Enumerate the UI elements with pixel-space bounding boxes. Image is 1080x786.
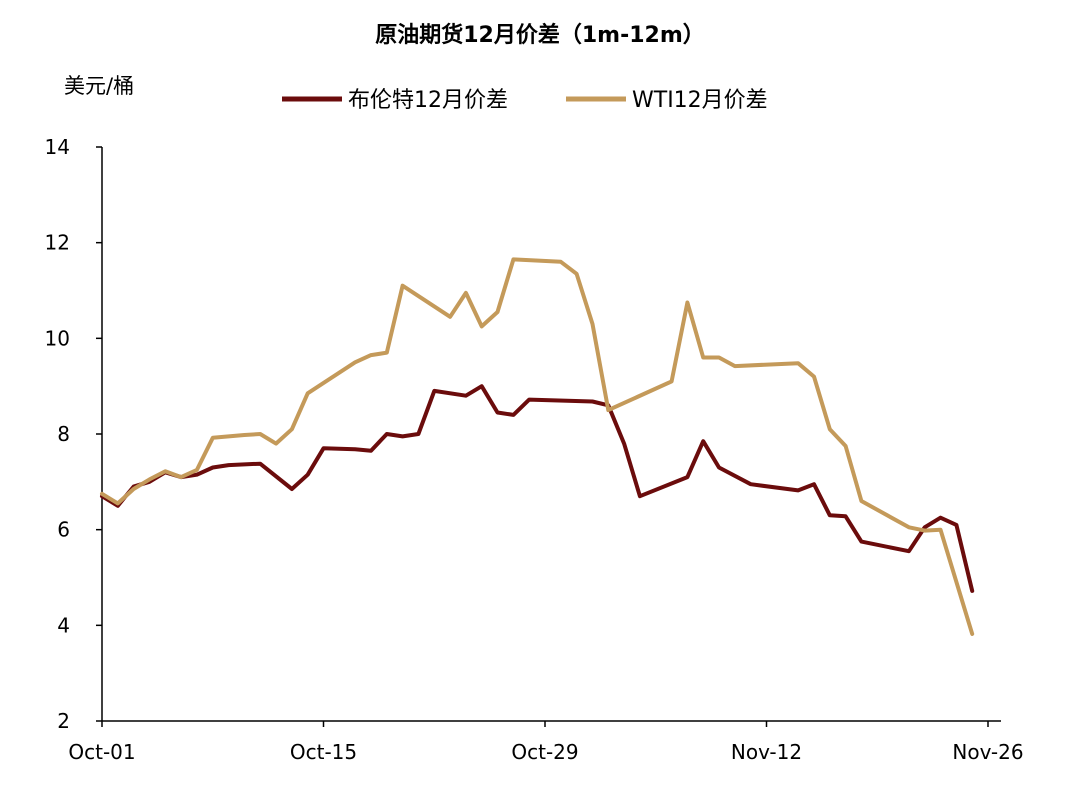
series-line-wti <box>100 257 975 636</box>
y-tick-label: 14 <box>45 135 70 159</box>
legend: 布伦特12月价差 WTI12月价差 <box>282 88 768 113</box>
y-tick-label: 12 <box>45 231 70 255</box>
y-tick-label: 2 <box>57 709 70 733</box>
y-tick-label: 4 <box>57 613 70 637</box>
x-tick-label: Oct-01 <box>68 740 135 764</box>
series-lines <box>100 257 975 636</box>
x-tick-label: Oct-15 <box>290 740 357 764</box>
legend-label-wti: WTI12月价差 <box>632 88 768 113</box>
y-axis-unit-label: 美元/桶 <box>64 74 134 98</box>
series-line-brent <box>100 384 975 593</box>
legend-label-brent: 布伦特12月价差 <box>348 88 508 113</box>
x-tick-label: Nov-12 <box>731 740 802 764</box>
x-tick-label: Oct-29 <box>511 740 578 764</box>
y-tick-label: 10 <box>45 326 70 350</box>
chart-title: 原油期货12月价差（1m-12m） <box>375 22 705 48</box>
y-tick-label: 8 <box>57 422 70 446</box>
y-ticks: 2 4 6 8 10 12 14 <box>45 135 102 733</box>
y-tick-label: 6 <box>57 518 70 542</box>
x-tick-label: Nov-26 <box>952 740 1023 764</box>
x-ticks: Oct-01 Oct-15 Oct-29 Nov-12 Nov-26 <box>68 721 1024 764</box>
